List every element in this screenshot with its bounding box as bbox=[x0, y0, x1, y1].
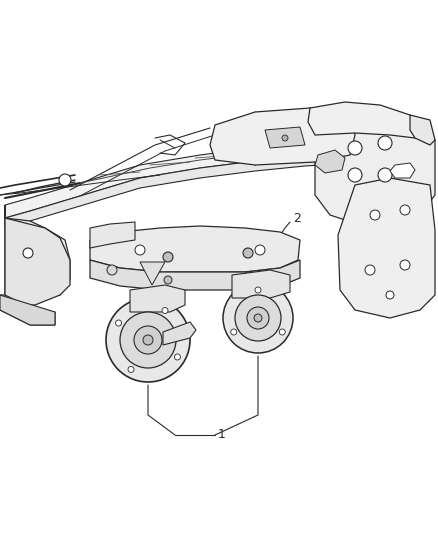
Circle shape bbox=[164, 276, 172, 284]
Text: 1: 1 bbox=[218, 429, 226, 441]
Circle shape bbox=[279, 329, 285, 335]
Polygon shape bbox=[232, 270, 290, 298]
Circle shape bbox=[116, 320, 122, 326]
Circle shape bbox=[255, 287, 261, 293]
Circle shape bbox=[107, 265, 117, 275]
Polygon shape bbox=[130, 285, 185, 312]
Polygon shape bbox=[90, 222, 135, 248]
Polygon shape bbox=[0, 295, 55, 325]
Polygon shape bbox=[265, 127, 305, 148]
Circle shape bbox=[254, 314, 262, 322]
Circle shape bbox=[162, 308, 168, 313]
Polygon shape bbox=[140, 262, 165, 285]
Circle shape bbox=[400, 205, 410, 215]
Polygon shape bbox=[5, 205, 70, 300]
Polygon shape bbox=[0, 295, 55, 325]
Circle shape bbox=[128, 367, 134, 373]
Circle shape bbox=[400, 260, 410, 270]
Circle shape bbox=[255, 245, 265, 255]
Polygon shape bbox=[410, 115, 435, 145]
Polygon shape bbox=[315, 150, 345, 173]
Polygon shape bbox=[5, 218, 70, 305]
Circle shape bbox=[247, 307, 269, 329]
Circle shape bbox=[386, 291, 394, 299]
Circle shape bbox=[143, 335, 153, 345]
Polygon shape bbox=[5, 151, 430, 228]
Circle shape bbox=[163, 252, 173, 262]
Circle shape bbox=[231, 329, 237, 335]
Polygon shape bbox=[210, 108, 355, 165]
Circle shape bbox=[23, 248, 33, 258]
Circle shape bbox=[174, 354, 180, 360]
Polygon shape bbox=[390, 163, 415, 178]
Circle shape bbox=[243, 248, 253, 258]
Circle shape bbox=[378, 136, 392, 150]
Circle shape bbox=[244, 272, 252, 280]
Polygon shape bbox=[90, 260, 300, 290]
Circle shape bbox=[282, 135, 288, 141]
Polygon shape bbox=[163, 322, 196, 345]
Polygon shape bbox=[90, 226, 300, 272]
Circle shape bbox=[106, 298, 190, 382]
Polygon shape bbox=[5, 138, 430, 218]
Circle shape bbox=[370, 210, 380, 220]
Circle shape bbox=[365, 265, 375, 275]
Circle shape bbox=[348, 141, 362, 155]
Text: 2: 2 bbox=[293, 212, 301, 224]
Polygon shape bbox=[315, 108, 435, 225]
Polygon shape bbox=[338, 178, 435, 318]
Circle shape bbox=[378, 168, 392, 182]
Circle shape bbox=[135, 245, 145, 255]
Polygon shape bbox=[308, 102, 420, 138]
Circle shape bbox=[348, 168, 362, 182]
Circle shape bbox=[223, 283, 293, 353]
Circle shape bbox=[235, 295, 281, 341]
Circle shape bbox=[120, 312, 176, 368]
Circle shape bbox=[59, 174, 71, 186]
Circle shape bbox=[134, 326, 162, 354]
